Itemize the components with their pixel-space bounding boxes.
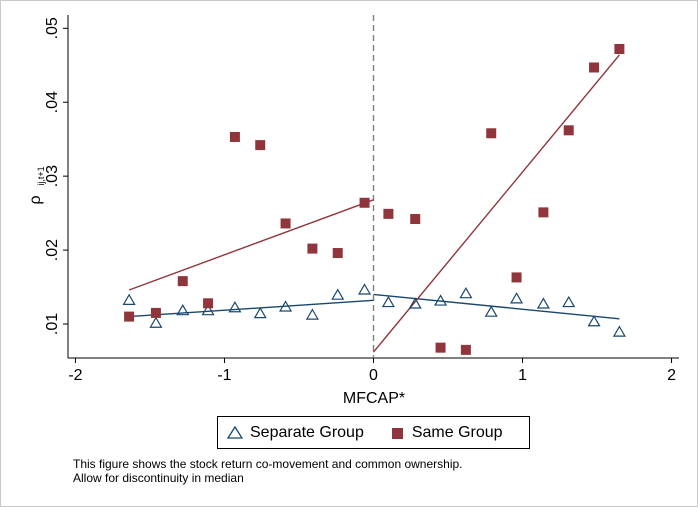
fit-line-same-group-left	[128, 199, 374, 291]
point-same-group	[332, 248, 343, 259]
square-marker-icon	[391, 427, 403, 439]
point-separate-group	[434, 294, 448, 306]
point-separate-group	[253, 306, 267, 319]
point-separate-group	[459, 286, 473, 299]
point-same-group	[359, 197, 370, 208]
y-axis-label-rho: ρ	[27, 195, 44, 204]
point-separate-group	[228, 301, 242, 313]
y-tick-label: .04	[44, 91, 61, 113]
point-separate-group	[510, 292, 524, 304]
point-same-group	[280, 218, 291, 229]
point-same-group	[563, 125, 574, 136]
point-same-group	[486, 128, 497, 139]
point-separate-group	[587, 315, 601, 327]
note-line-2: Allow for discontinuity in median	[73, 471, 244, 485]
point-same-group	[511, 272, 522, 283]
point-separate-group	[536, 297, 550, 309]
note-line-1: This figure shows the stock return co-mo…	[73, 457, 463, 471]
fit-line-same-group-right	[372, 54, 620, 353]
legend-label-same-group: Same Group	[411, 423, 503, 441]
x-tick-label: -2	[68, 367, 82, 384]
x-tick-label: 0	[369, 367, 378, 384]
point-same-group	[307, 243, 318, 254]
fit-line-separate-group-left	[129, 299, 374, 318]
point-separate-group	[176, 303, 190, 316]
data-points	[122, 44, 626, 355]
x-tick-label: -1	[217, 367, 231, 384]
point-separate-group	[122, 293, 136, 305]
point-separate-group	[484, 305, 498, 317]
point-separate-group	[279, 300, 293, 312]
y-axis-label-subscript: ij,t+1	[36, 166, 46, 185]
x-axis-label: MFCAP*	[343, 390, 405, 407]
legend: Separate Group Same Group	[217, 416, 530, 449]
point-same-group	[410, 214, 421, 225]
point-separate-group	[358, 283, 372, 295]
fit-lines	[128, 54, 620, 353]
y-tick-label: .03	[44, 165, 61, 187]
point-same-group	[124, 311, 135, 322]
point-same-group	[229, 131, 240, 142]
point-separate-group	[201, 303, 215, 316]
y-axis-ticks: .01 .02 .03 .04 .05	[44, 17, 68, 335]
y-tick-label: .02	[44, 239, 61, 261]
point-same-group	[589, 62, 600, 73]
point-same-group	[203, 298, 214, 309]
point-separate-group	[149, 316, 163, 328]
point-same-group	[177, 276, 188, 287]
point-same-group	[435, 342, 446, 353]
fit-line-separate-group-right	[373, 293, 620, 320]
point-same-group	[460, 344, 471, 355]
x-tick-label: 2	[667, 367, 676, 384]
point-separate-group	[381, 295, 395, 308]
triangle-marker-icon	[226, 425, 244, 439]
legend-item-separate-group: Separate Group	[226, 424, 364, 442]
point-same-group	[255, 140, 266, 151]
point-separate-group	[331, 288, 345, 300]
x-axis-ticks: -2 -1 0 1 2	[68, 358, 676, 384]
point-separate-group	[612, 325, 626, 337]
point-separate-group	[562, 295, 576, 308]
point-same-group	[614, 44, 625, 55]
y-tick-label: .05	[44, 17, 61, 39]
figure-note: This figure shows the stock return co-mo…	[73, 457, 463, 485]
point-separate-group	[408, 297, 422, 309]
point-same-group	[538, 207, 549, 218]
point-same-group	[383, 208, 394, 219]
y-axis-label: ρ ij,t+1	[27, 166, 46, 204]
point-same-group	[150, 307, 161, 318]
legend-item-same-group: Same Group	[390, 424, 503, 442]
point-separate-group	[305, 308, 319, 320]
y-tick-label: .01	[44, 313, 61, 335]
x-tick-label: 1	[518, 367, 527, 384]
legend-label-separate-group: Separate Group	[250, 423, 364, 441]
